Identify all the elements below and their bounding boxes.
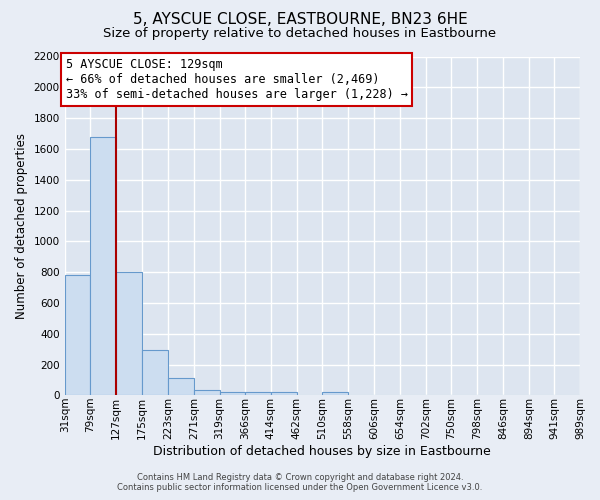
Bar	[245, 392, 271, 396]
Bar	[271, 392, 296, 396]
Bar	[322, 392, 348, 396]
Bar	[91, 136, 116, 396]
Text: Contains HM Land Registry data © Crown copyright and database right 2024.
Contai: Contains HM Land Registry data © Crown c…	[118, 473, 482, 492]
Text: 5 AYSCUE CLOSE: 129sqm
← 66% of detached houses are smaller (2,469)
33% of semi-: 5 AYSCUE CLOSE: 129sqm ← 66% of detached…	[66, 58, 408, 101]
Text: Size of property relative to detached houses in Eastbourne: Size of property relative to detached ho…	[103, 28, 497, 40]
Bar	[142, 350, 168, 396]
Bar	[65, 276, 91, 396]
Bar	[220, 392, 245, 396]
Bar	[168, 378, 194, 396]
Y-axis label: Number of detached properties: Number of detached properties	[15, 133, 28, 319]
Text: 5, AYSCUE CLOSE, EASTBOURNE, BN23 6HE: 5, AYSCUE CLOSE, EASTBOURNE, BN23 6HE	[133, 12, 467, 28]
Bar	[194, 390, 220, 396]
Bar	[116, 272, 142, 396]
X-axis label: Distribution of detached houses by size in Eastbourne: Distribution of detached houses by size …	[154, 444, 491, 458]
